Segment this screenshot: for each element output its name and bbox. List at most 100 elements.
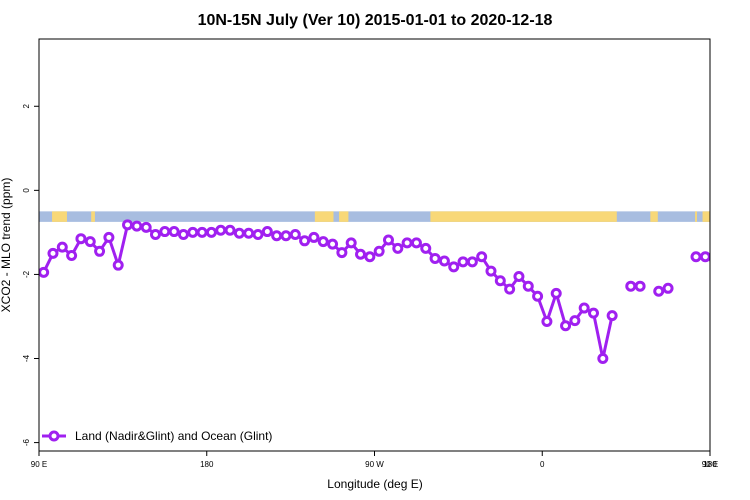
x-tick-label: 90 E: [702, 460, 718, 469]
x-tick-label: 90 E: [31, 460, 47, 469]
legend-label: Land (Nadir&Glint) and Ocean (Glint): [75, 429, 272, 443]
land-segment: [695, 211, 697, 222]
legend-marker: [48, 430, 60, 442]
series-line: [696, 255, 710, 260]
data-point: [252, 228, 264, 240]
data-point: [308, 231, 320, 243]
data-point: [597, 353, 609, 365]
data-point: [345, 237, 357, 249]
data-point: [233, 227, 245, 239]
land-segment: [702, 211, 710, 222]
data-point: [289, 228, 301, 240]
data-point: [476, 251, 488, 263]
data-point: [131, 220, 143, 232]
data-point: [438, 255, 450, 267]
data-point: [560, 320, 572, 332]
data-point: [569, 315, 581, 327]
data-point: [466, 256, 478, 268]
y-tick-label: 2: [22, 103, 31, 108]
data-point: [550, 287, 562, 299]
plot-frame: [38, 38, 711, 452]
x-tick-label: 0: [540, 460, 545, 469]
data-point: [392, 242, 404, 254]
land-segment: [650, 211, 658, 222]
data-point: [690, 251, 702, 263]
data-point: [47, 247, 59, 259]
data-point: [196, 226, 208, 238]
data-point: [243, 227, 255, 239]
data-point: [532, 290, 544, 302]
data-point: [699, 251, 710, 263]
data-point: [373, 245, 385, 257]
data-point: [382, 234, 394, 246]
data-point: [420, 242, 432, 254]
data-point: [729, 249, 737, 257]
data-point: [177, 228, 189, 240]
data-point: [355, 248, 367, 260]
y-tick-label: 0: [22, 188, 31, 193]
y-tick-label: -6: [22, 438, 31, 446]
land-segment: [314, 211, 334, 222]
x-tick-label: 180: [200, 460, 214, 469]
land-segment: [430, 211, 617, 222]
ocean-band: [39, 211, 710, 222]
y-tick-label: -2: [22, 270, 31, 278]
data-point: [159, 226, 171, 238]
data-point: [578, 302, 590, 314]
data-point: [271, 230, 283, 242]
data-point: [410, 237, 422, 249]
data-point: [224, 224, 236, 236]
data-point: [39, 266, 50, 278]
data-point: [168, 226, 180, 238]
data-point: [634, 280, 646, 292]
y-axis: -6 -4 -2 0 2: [22, 103, 39, 446]
data-point: [541, 316, 553, 328]
data-point: [205, 226, 217, 238]
data-point: [485, 265, 497, 277]
land-segment: [339, 211, 349, 222]
land-segment: [52, 211, 67, 222]
series-layer: [39, 219, 747, 365]
land-ocean-band: [39, 211, 710, 222]
data-point: [429, 252, 441, 264]
data-point: [56, 241, 68, 253]
x-tick-label: 180: [703, 460, 717, 469]
x-tick-label: 90 W: [365, 460, 384, 469]
y-tick-label: -4: [22, 354, 31, 362]
data-point: [261, 226, 273, 238]
data-point: [299, 235, 311, 247]
data-point: [66, 250, 78, 262]
data-point: [327, 238, 339, 250]
data-point: [606, 310, 618, 322]
data-point: [504, 283, 516, 295]
data-point: [122, 219, 134, 231]
data-point: [513, 271, 525, 283]
y-axis-label: XCO2 - MLO trend (ppm): [0, 178, 13, 313]
data-point: [94, 245, 106, 257]
data-point: [457, 256, 469, 268]
data-point: [448, 261, 460, 273]
data-point: [653, 285, 665, 297]
data-point: [720, 268, 728, 276]
data-point: [739, 243, 747, 251]
x-axis-label: Longitude (deg E): [327, 477, 422, 491]
data-point: [187, 226, 199, 238]
data-point: [149, 228, 161, 240]
data-point: [364, 251, 376, 263]
data-point: [75, 233, 87, 245]
data-point: [84, 236, 96, 248]
land-segment: [91, 211, 95, 222]
data-point: [112, 259, 124, 271]
data-point: [401, 237, 413, 249]
data-point: [494, 275, 506, 287]
legend: Land (Nadir&Glint) and Ocean (Glint): [42, 429, 272, 443]
data-point: [280, 230, 292, 242]
data-point: [317, 236, 329, 248]
data-point: [103, 231, 115, 243]
data-point: [588, 307, 600, 319]
data-point: [709, 256, 710, 263]
data-point: [625, 280, 637, 292]
data-point: [140, 221, 152, 233]
